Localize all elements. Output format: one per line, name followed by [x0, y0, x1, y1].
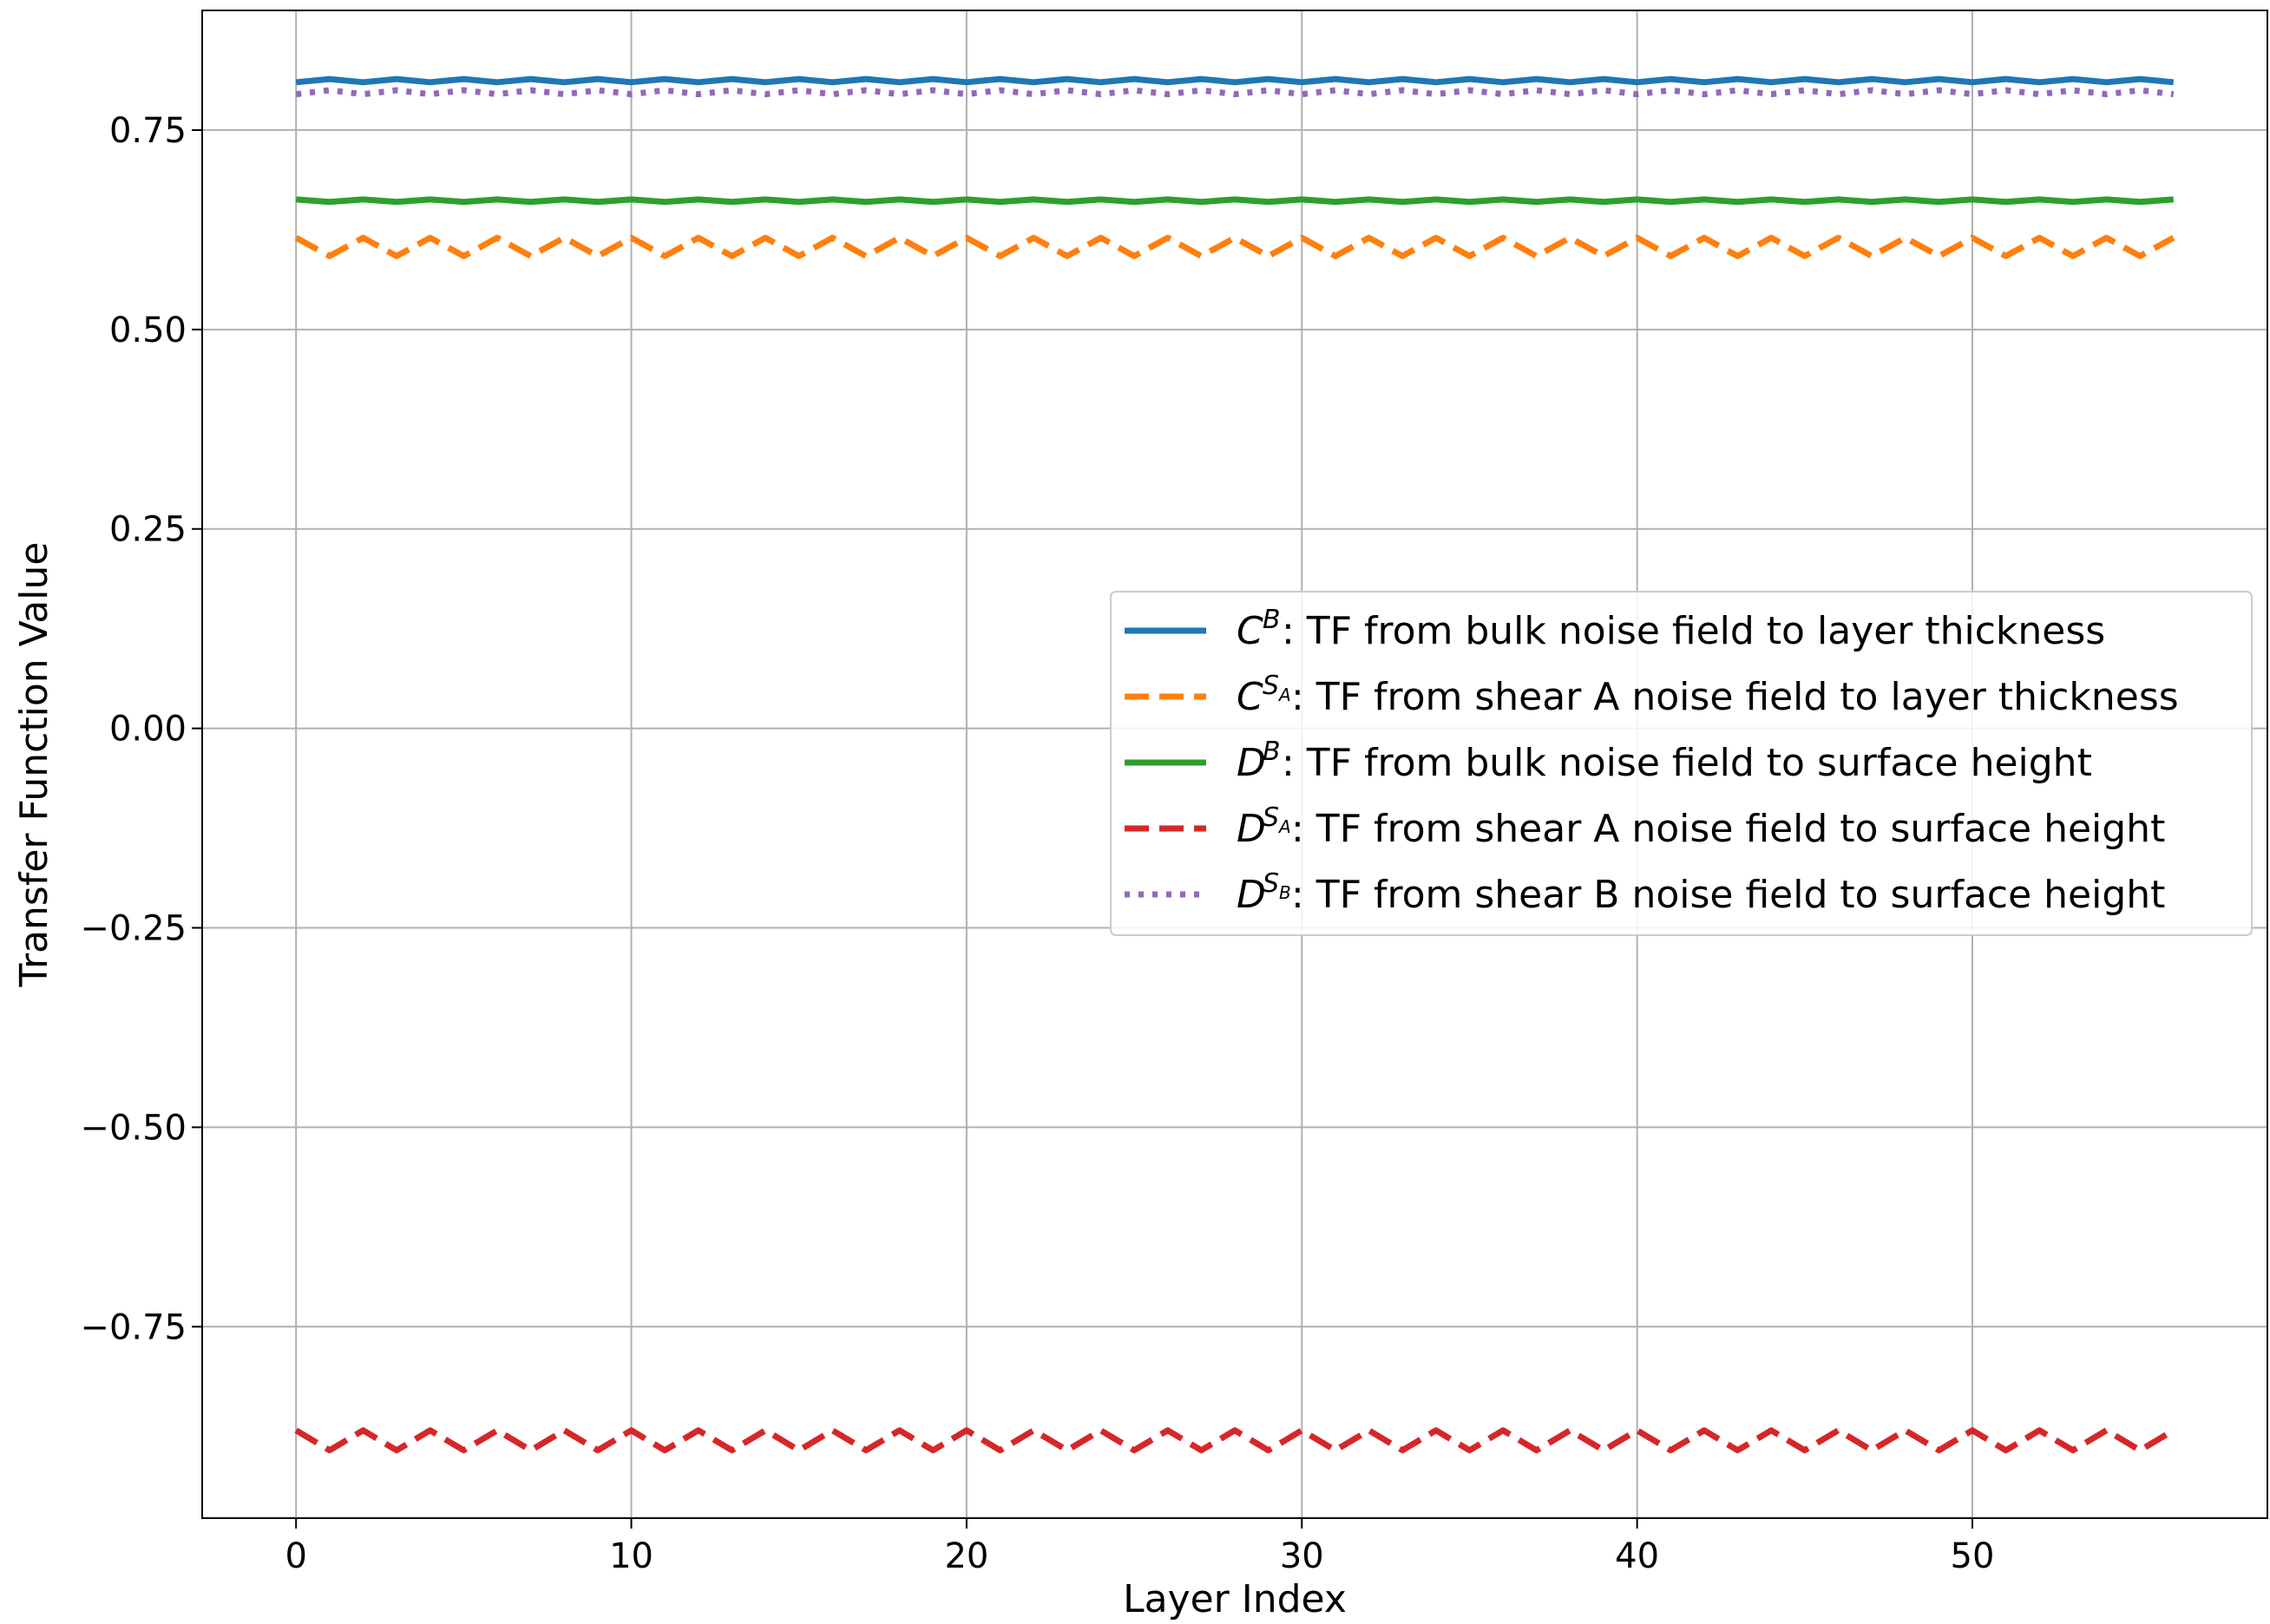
x-tick-label: 10: [609, 1536, 653, 1576]
x-axis-label: Layer Index: [1123, 1577, 1347, 1621]
series-line: [294, 1427, 2175, 1454]
legend-superscript: B: [1263, 605, 1281, 635]
legend-subscript: A: [1277, 816, 1291, 837]
x-tick-label: 30: [1280, 1536, 1324, 1576]
legend-superscript: S: [1263, 802, 1279, 833]
y-tick-label: 0.50: [109, 311, 187, 350]
series-lines: [294, 75, 2175, 1454]
y-tick-label: −0.75: [80, 1307, 187, 1347]
x-tick-label: 50: [1951, 1536, 1995, 1576]
y-tick-label: −0.25: [80, 909, 187, 949]
legend-label: : TF from shear A noise field to surface…: [1291, 807, 2165, 851]
legend-symbol: C: [1237, 609, 1263, 653]
plot-frame: [201, 10, 2268, 1519]
legend-symbol: D: [1237, 807, 1266, 851]
legend-subscript: A: [1277, 684, 1291, 705]
x-tick-label: 0: [285, 1536, 306, 1576]
y-tick-label: 0.25: [109, 510, 187, 550]
y-tick-label: 0.75: [109, 111, 187, 151]
series-line: [295, 75, 2175, 86]
legend-label: : TF from shear B noise field to surface…: [1291, 873, 2165, 917]
series-line: [295, 196, 2175, 206]
legend-superscript: B: [1263, 737, 1281, 767]
y-tick-label: 0.00: [109, 710, 187, 750]
y-axis-label: Transfer Function Value: [12, 542, 56, 988]
legend-label: : TF from bulk noise field to surface he…: [1282, 741, 2092, 785]
legend-superscript: S: [1263, 671, 1279, 701]
x-tick-label: 20: [944, 1536, 988, 1576]
y-tick-label: −0.50: [80, 1108, 187, 1148]
axis-ticks: 0 10 20 30 40 50 −0.75 −0.50 −0.25 0.00 0.25 0.50 0.…: [80, 111, 1994, 1576]
legend-superscript: S: [1263, 868, 1279, 899]
series-line: [295, 87, 2175, 98]
legend-symbol: D: [1237, 873, 1266, 917]
legend-label: : TF from bulk noise field to layer thic…: [1282, 609, 2105, 653]
legend-box: [1110, 591, 2253, 936]
x-tick-label: 40: [1615, 1536, 1659, 1576]
legend-symbol: D: [1237, 741, 1266, 785]
legend-label: : TF from shear A noise field to layer t…: [1291, 675, 2179, 719]
legend-subscript: B: [1279, 882, 1291, 903]
series-line: [294, 234, 2175, 259]
legend-symbol: C: [1237, 675, 1263, 719]
